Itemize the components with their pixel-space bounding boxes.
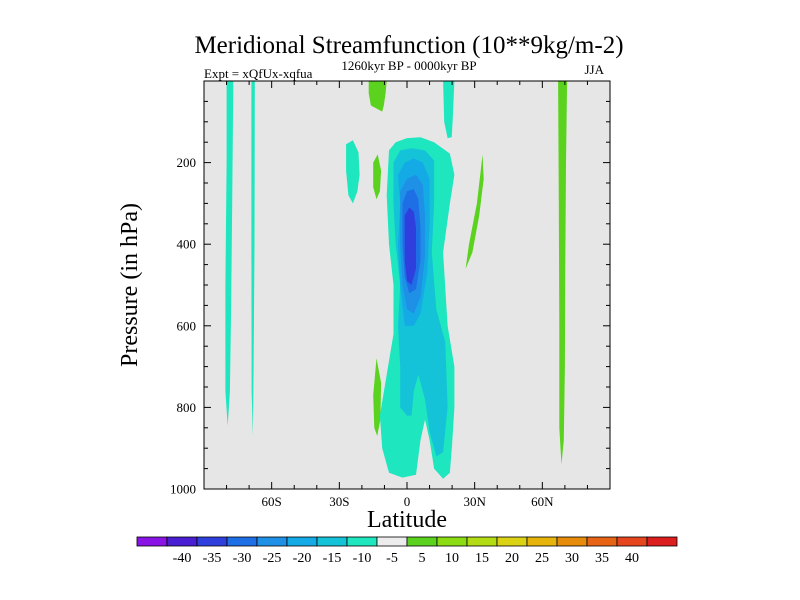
colorbar-label: -25 (263, 551, 282, 566)
colorbar-label: -35 (203, 551, 222, 566)
contour-fills (225, 81, 568, 479)
colorbar-label: 25 (535, 551, 549, 566)
colorbar-swatch (406, 536, 438, 547)
x-tick-label: 30S (329, 494, 349, 509)
experiment-label: Expt = xQfUx-xqfua (204, 66, 313, 81)
x-tick-label: 60N (531, 494, 554, 509)
contour-region (346, 140, 360, 204)
season-label: JJA (584, 62, 604, 77)
colorbar-label: 30 (565, 551, 579, 566)
contour-region (373, 154, 382, 200)
contour-region (373, 358, 382, 436)
colorbar-swatch (376, 536, 408, 547)
y-tick-label: 600 (177, 318, 197, 333)
colorbar-label: 20 (505, 551, 519, 566)
colorbar-swatch (466, 536, 498, 547)
colorbar-label: -5 (386, 551, 398, 566)
contour-region (443, 81, 455, 139)
colorbar: -40 -35 -30 -25 -20 -15 -10 -5 5 10 15 20 25 30 35 40 (136, 536, 678, 566)
colorbar-swatch (316, 536, 348, 547)
colorbar-label: -40 (173, 551, 192, 566)
colorbar-swatch (166, 536, 198, 547)
contour-region (225, 81, 234, 426)
colorbar-swatch (556, 536, 588, 547)
colorbar-label: -10 (353, 551, 372, 566)
x-axis: 60S 30S 0 30N 60N (203, 81, 611, 509)
colorbar-swatch (496, 536, 528, 547)
colorbar-swatch (226, 536, 258, 547)
colorbar-swatch (646, 536, 678, 547)
contour-region (465, 154, 484, 269)
x-tick-label: 60S (262, 494, 282, 509)
colorbar-swatch (436, 536, 468, 547)
colorbar-swatch (196, 536, 228, 547)
colorbar-label: 15 (475, 551, 489, 566)
contour-region (368, 81, 387, 112)
colorbar-label: -15 (323, 551, 342, 566)
contour-region (251, 81, 255, 436)
x-axis-label: Latitude (367, 507, 447, 533)
y-tick-label: 400 (177, 237, 197, 252)
colorbar-swatch (256, 536, 288, 547)
y-tick-label: 1000 (170, 482, 196, 497)
colorbar-swatch (586, 536, 618, 547)
colorbar-swatch (286, 536, 318, 547)
colorbar-swatch (136, 536, 168, 547)
colorbar-swatch (616, 536, 648, 547)
colorbar-swatch (526, 536, 558, 547)
colorbar-label: 5 (419, 551, 426, 566)
contour-region (558, 81, 568, 465)
period-label: 1260kyr BP - 0000kyr BP (341, 58, 476, 73)
colorbar-label: 10 (445, 551, 459, 566)
colorbar-label: 35 (595, 551, 609, 566)
colorbar-label: 40 (625, 551, 639, 566)
x-tick-label: 30N (463, 494, 486, 509)
chart-title: Meridional Streamfunction (10**9kg/m-2) (194, 32, 623, 59)
colorbar-label: -30 (233, 551, 252, 566)
y-axis-label: Pressure (in hPa) (117, 203, 143, 367)
y-tick-label: 800 (177, 400, 197, 415)
y-tick-label: 200 (177, 155, 197, 170)
colorbar-label: -20 (293, 551, 312, 566)
colorbar-swatch (346, 536, 378, 547)
y-axis: 200 400 600 800 1000 (170, 80, 610, 497)
contour-region (404, 207, 416, 285)
contour-region (438, 358, 446, 440)
x-tick-label: 0 (404, 494, 411, 509)
